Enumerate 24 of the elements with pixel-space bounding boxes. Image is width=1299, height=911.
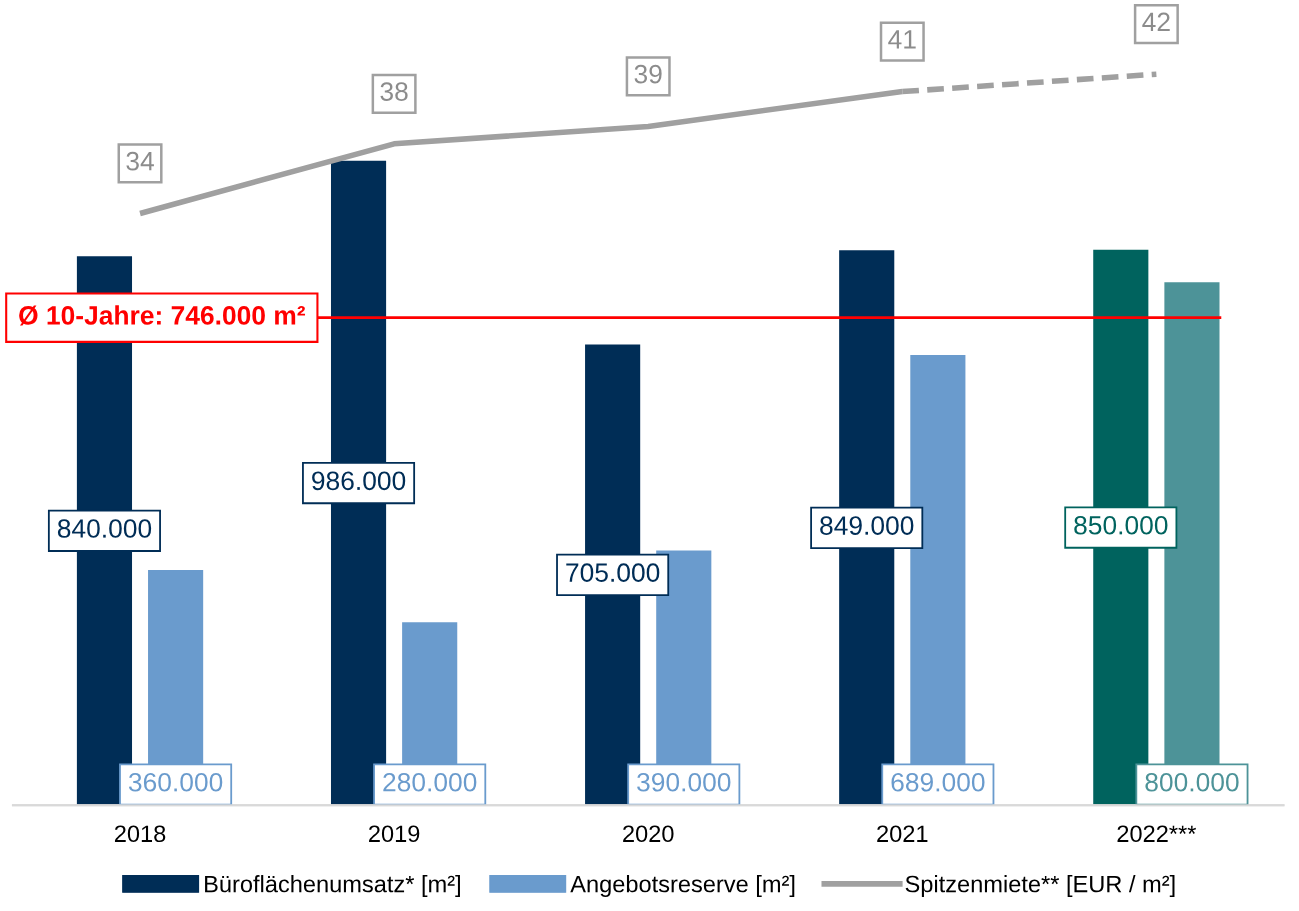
data-label: 986.000 [312, 471, 406, 491]
x-tick-label: 2018 [114, 825, 166, 843]
data-label: 39 [634, 64, 662, 84]
data-label: 280.000 [383, 772, 477, 792]
legend-label: Büroflächenumsatz* [m²] [205, 875, 460, 898]
data-label: 390.000 [637, 772, 731, 792]
data-label: 849.000 [820, 516, 914, 535]
data-label: 34 [126, 151, 154, 171]
data-label: 840.000 [57, 519, 152, 538]
data-label: 360.000 [128, 772, 223, 792]
ref-line-label: Ø 10-Jahre: 746.000 m² [19, 305, 306, 326]
x-tick-label: 2019 [369, 825, 420, 843]
x-tick-label: 2020 [623, 825, 674, 843]
data-label: 41 [888, 30, 916, 49]
data-label: 42 [1142, 12, 1170, 32]
legend-label: Angebotsreserve [m²] [570, 875, 795, 898]
data-label: 705.000 [566, 563, 660, 582]
data-label: 800.000 [1145, 772, 1239, 792]
x-tick-label: 2022*** [1117, 825, 1197, 843]
data-label: 38 [380, 82, 408, 101]
legend-label: Spitzenmiete** [EUR / m²] [905, 875, 1175, 898]
data-label: 850.000 [1074, 515, 1168, 535]
data-label: 689.000 [891, 772, 985, 792]
x-tick-label: 2021 [877, 825, 928, 843]
